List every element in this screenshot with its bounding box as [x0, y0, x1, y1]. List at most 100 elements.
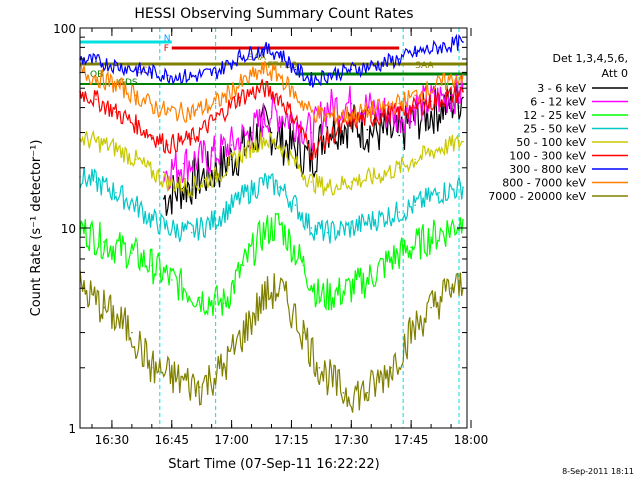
- series-9-point-17: [430, 306, 432, 309]
- series-1-point-13: [382, 131, 385, 134]
- series-9-point-4: [151, 367, 153, 369]
- series-4-point-16: [374, 218, 377, 221]
- series-8-point-13: [310, 111, 313, 113]
- series-7-point-13: [310, 79, 313, 81]
- series-2-point-10: [326, 106, 329, 109]
- legend-entry-1: 3 - 6 keV: [537, 82, 586, 95]
- series-7-point-17: [398, 58, 401, 60]
- series-8-point-2: [95, 76, 97, 78]
- series-9-point-14: [366, 392, 369, 394]
- series-3-point-6: [198, 296, 201, 299]
- series-7-point-14: [326, 74, 329, 77]
- series-6-point-6: [167, 144, 169, 146]
- series-5-point-18: [414, 158, 416, 161]
- series-7-point-9: [238, 55, 241, 58]
- series-1-point-12: [366, 128, 369, 131]
- series-4-point-10: [262, 181, 265, 183]
- series-7-point-11: [278, 52, 281, 54]
- series-4-point-7: [190, 231, 193, 234]
- axis-ticks: 16:30 16:45 17:00 17:15 17:30 17:45 18:00 1 10 10…: [53, 22, 488, 447]
- series-3-point-18: [450, 227, 452, 229]
- series-2-point-5: [250, 131, 253, 134]
- legend-entry-9: 7000 - 20000 keV: [488, 190, 586, 203]
- series-1-point-16: [430, 111, 432, 113]
- series-5-point-19: [438, 147, 440, 150]
- series-3-point-11: [302, 264, 305, 267]
- series-7-point-6: [167, 74, 169, 77]
- series-6-point-18: [414, 106, 416, 109]
- series-8-line: [79, 60, 464, 125]
- series-4-point-8: [214, 218, 217, 221]
- series-3-point-13: [342, 291, 345, 293]
- y-axis-label: Count Rate (s⁻¹ detector⁻¹): [29, 140, 44, 317]
- series-8-point-15: [350, 113, 353, 116]
- plot-area: [80, 28, 467, 428]
- series-4-point-18: [414, 204, 416, 206]
- y-tick-label-2: 10: [61, 222, 76, 236]
- series-6-point-17: [398, 111, 401, 113]
- series-8-point-5: [151, 104, 153, 107]
- series-8-point-11: [278, 74, 281, 77]
- series-5-point-10: [262, 137, 265, 140]
- series-6-point-14: [326, 137, 329, 140]
- series-6-point-11: [278, 96, 281, 99]
- flag-label-gds: GDS: [118, 78, 138, 88]
- series-3-point-3: [131, 252, 133, 254]
- series-7-point-8: [214, 71, 217, 74]
- legend-title-line-2: Att 0: [602, 67, 628, 80]
- series-2-point-4: [230, 144, 233, 146]
- series-5-point-3: [115, 147, 117, 150]
- series-8-point-19: [438, 84, 440, 86]
- flag-label-f: F: [164, 44, 169, 54]
- series-3-point-8: [242, 264, 245, 267]
- x-tick-label-5: 17:30: [334, 433, 369, 447]
- series-2-point-9: [310, 131, 313, 134]
- legend-entry-6: 100 - 300 keV: [509, 150, 586, 163]
- series-4-point-3: [115, 192, 117, 194]
- series-4-point-17: [398, 211, 401, 213]
- series-7-point-7: [190, 76, 193, 78]
- legend-entry-3: 12 - 25 keV: [523, 109, 586, 122]
- series-6-point-3: [115, 111, 117, 113]
- series-8-point-3: [115, 84, 117, 86]
- series-9-point-11: [302, 331, 305, 334]
- series-5-point-2: [95, 140, 97, 143]
- series-1-point-8: [286, 144, 289, 146]
- series-6-line: [79, 79, 464, 161]
- series-6-point-5: [151, 134, 153, 137]
- flag-label-saa: SAA: [248, 53, 267, 63]
- legend-entry-5: 50 - 100 keV: [516, 136, 586, 149]
- series-1-point-14: [398, 134, 401, 137]
- series-4-point-15: [350, 227, 353, 229]
- series-7-point-10: [262, 48, 265, 51]
- series-5-point-20: [462, 140, 464, 143]
- series-6-point-12: [294, 118, 297, 120]
- series-9-point-10: [278, 287, 281, 290]
- series-6-point-10: [262, 87, 265, 89]
- series-5-point-16: [374, 176, 377, 178]
- series-7-point-3: [115, 64, 117, 67]
- series-4-line: [79, 167, 464, 244]
- series-2-point-7: [270, 111, 273, 113]
- legend-title-line-1: Det 1,3,4,5,6,: [552, 52, 628, 65]
- series-9-point-12: [318, 367, 321, 369]
- series-4-point-2: [95, 181, 97, 183]
- series-6-point-9: [238, 96, 241, 99]
- series-4-point-19: [438, 192, 440, 194]
- series-2-line: [163, 74, 464, 191]
- series-4-point-9: [238, 198, 241, 200]
- x-tick-label-2: 16:45: [154, 433, 189, 447]
- series-4-point-5: [151, 218, 153, 221]
- y-tick-label-3: 100: [53, 22, 76, 36]
- series-8: [79, 60, 464, 125]
- series-5-line: [79, 129, 464, 199]
- series-8-point-18: [414, 94, 416, 97]
- series-3-point-2: [103, 241, 105, 243]
- series-6-point-4: [135, 123, 137, 126]
- series-8-point-16: [374, 109, 377, 111]
- series-3-point-14: [366, 279, 369, 281]
- series-8-point-14: [326, 115, 329, 118]
- series-7-point-20: [462, 41, 464, 43]
- series-3-point-4: [151, 264, 153, 267]
